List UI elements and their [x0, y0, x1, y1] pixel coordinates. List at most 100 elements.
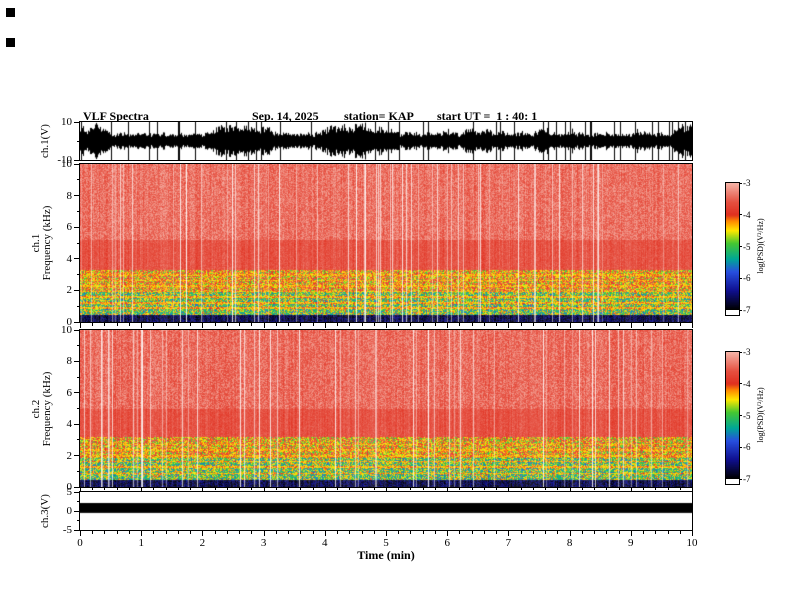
y-tick-label: 0 [42, 505, 72, 517]
x-minor-tick-mark [643, 323, 644, 326]
x-tick-mark [80, 323, 81, 328]
y-tick-mark [74, 258, 80, 259]
x-tick-mark [692, 323, 693, 328]
x-tick-mark [692, 531, 693, 536]
y-minor-tick-mark [77, 377, 80, 378]
x-tick-mark [325, 488, 326, 491]
x-minor-tick-mark [129, 323, 130, 326]
x-minor-tick-mark [496, 531, 497, 534]
ch1-spectrogram-canvas [80, 164, 692, 322]
x-minor-tick-mark [410, 531, 411, 534]
colorbar-ch1 [725, 182, 740, 316]
y-minor-tick-mark [77, 274, 80, 275]
x-minor-tick-mark [215, 531, 216, 534]
x-minor-tick-mark [582, 488, 583, 490]
x-minor-tick-mark [435, 488, 436, 490]
x-minor-tick-mark [533, 323, 534, 326]
colorbar-tick-label: -7 [743, 474, 763, 484]
x-minor-tick-mark [239, 531, 240, 534]
y-minor-tick-mark [77, 471, 80, 472]
x-tick-mark [202, 323, 203, 328]
y-minor-tick-mark [77, 179, 80, 180]
x-tick-label: 8 [560, 537, 580, 549]
x-minor-tick-mark [153, 531, 154, 534]
y-tick-mark [74, 330, 80, 331]
x-minor-tick-mark [423, 531, 424, 534]
x-minor-tick-mark [92, 488, 93, 490]
x-minor-tick-mark [410, 488, 411, 490]
x-minor-tick-mark [668, 531, 669, 534]
x-minor-tick-mark [215, 488, 216, 490]
x-minor-tick-mark [410, 323, 411, 326]
y-minor-tick-mark [77, 345, 80, 346]
y-minor-tick-mark [77, 306, 80, 307]
x-tick-label: 4 [315, 537, 335, 549]
x-minor-tick-mark [484, 531, 485, 534]
x-minor-tick-mark [619, 488, 620, 490]
ch1-frequency-axis-label: ch.1 Frequency (kHz) [31, 163, 53, 323]
colorbar-tick-mark [739, 415, 742, 416]
x-tick-mark [570, 531, 571, 536]
x-minor-tick-mark [362, 488, 363, 490]
y-minor-tick-mark [77, 520, 80, 521]
colorbar-ch1-canvas [726, 183, 739, 310]
ch2-spectrogram-canvas [80, 330, 692, 487]
x-minor-tick-mark [680, 531, 681, 534]
x-minor-tick-mark [680, 323, 681, 326]
y-tick-mark [74, 195, 80, 196]
time-axis-label: Time (min) [331, 548, 441, 563]
x-minor-tick-mark [349, 488, 350, 490]
x-minor-tick-mark [521, 323, 522, 326]
colorbar-tick-label: -3 [743, 347, 763, 357]
x-minor-tick-mark [227, 531, 228, 534]
y-tick-label: -5 [42, 524, 72, 536]
x-tick-mark [141, 488, 142, 491]
x-tick-label: 10 [682, 537, 702, 549]
x-minor-tick-mark [92, 531, 93, 534]
x-tick-mark [508, 323, 509, 328]
y-tick-mark [74, 290, 80, 291]
x-tick-label: 2 [192, 537, 212, 549]
x-tick-mark [264, 531, 265, 536]
x-minor-tick-mark [92, 323, 93, 326]
y-tick-mark [74, 392, 80, 393]
colorbar-ch2-canvas [726, 352, 739, 479]
x-minor-tick-mark [227, 323, 228, 326]
x-tick-mark [386, 323, 387, 328]
screen-artifact-mark-1 [6, 8, 15, 17]
y-minor-tick-mark [77, 501, 80, 502]
colorbar-tick-mark [739, 352, 742, 353]
x-minor-tick-mark [362, 323, 363, 326]
ch1-spectrogram-panel [79, 163, 693, 323]
colorbar-tick-mark [739, 278, 742, 279]
x-tick-label: 3 [254, 537, 274, 549]
x-minor-tick-mark [545, 488, 546, 490]
y-minor-tick-mark [77, 211, 80, 212]
x-minor-tick-mark [215, 323, 216, 326]
x-minor-tick-mark [337, 531, 338, 534]
y-minor-tick-mark [77, 243, 80, 244]
y-tick-label: 4 [42, 418, 72, 430]
colorbar-tick-label: -5 [743, 242, 763, 252]
ch2-frequency-axis-label: ch.2 Frequency (kHz) [31, 329, 53, 489]
x-minor-tick-mark [435, 323, 436, 326]
x-minor-tick-mark [153, 323, 154, 326]
x-minor-tick-mark [496, 488, 497, 490]
x-tick-mark [447, 531, 448, 536]
x-minor-tick-mark [251, 323, 252, 326]
colorbar-tick-label: -7 [743, 305, 763, 315]
x-tick-mark [692, 488, 693, 491]
x-minor-tick-mark [655, 488, 656, 490]
x-minor-tick-mark [129, 531, 130, 534]
ch1-waveform-panel [79, 121, 693, 161]
screen-artifact-mark-2 [6, 38, 15, 47]
x-minor-tick-mark [545, 531, 546, 534]
y-minor-tick-mark [77, 439, 80, 440]
x-minor-tick-mark [459, 488, 460, 490]
x-minor-tick-mark [276, 531, 277, 534]
x-minor-tick-mark [117, 323, 118, 326]
x-minor-tick-mark [545, 323, 546, 326]
x-minor-tick-mark [117, 488, 118, 490]
y-tick-mark [74, 492, 80, 493]
colorbar-tick-mark [739, 183, 742, 184]
